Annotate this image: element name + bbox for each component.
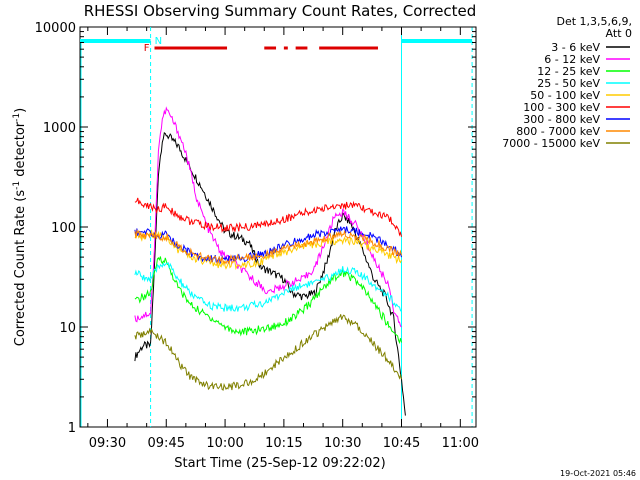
y-tick-label-4: 10000	[35, 21, 76, 36]
y-axis-label-exp2: -1	[12, 113, 22, 122]
chart-title: RHESSI Observing Summary Count Rates, Co…	[84, 2, 477, 20]
flare-flag-label: F	[144, 43, 150, 54]
x-tick-label-6: 11:00	[442, 436, 479, 451]
legend-label-8: 7000 - 15000 keV	[502, 137, 600, 150]
legend-label-4: 50 - 100 keV	[530, 89, 600, 102]
y-tick-label-0: 1	[68, 421, 76, 436]
series-line-3	[134, 261, 402, 312]
timestamp: 19-Oct-2021 05:46	[560, 469, 636, 478]
plot-area: FN	[80, 27, 473, 427]
x-tick-label-0: 09:30	[89, 436, 126, 451]
legend-label-6: 300 - 800 keV	[523, 113, 600, 126]
y-axis-label-exp1: -1	[12, 181, 22, 190]
legend-label-3: 25 - 50 keV	[537, 77, 600, 90]
x-tick-label-5: 10:45	[383, 436, 420, 451]
y-axis-label-end: )	[13, 108, 28, 113]
series-line-2	[134, 256, 402, 345]
legend-label-1: 6 - 12 keV	[544, 53, 600, 66]
legend-label-5: 100 - 300 keV	[523, 101, 600, 114]
night-flag-label: N	[155, 36, 162, 47]
series-line-0	[134, 132, 406, 416]
y-tick-label-2: 100	[51, 221, 76, 236]
series-line-5	[134, 197, 402, 237]
y-tick-label-1: 10	[59, 321, 76, 336]
legend-header-0: Det 1,3,5,6,9,	[556, 15, 632, 28]
legend-label-0: 3 - 6 keV	[551, 41, 600, 54]
x-tick-label-2: 10:00	[206, 436, 243, 451]
series-line-4	[134, 229, 402, 270]
y-axis-label-mid: detector	[13, 121, 28, 181]
y-axis-label: Corrected Count Rate (s-1 detector-1)	[12, 108, 28, 346]
x-tick-label-1: 09:45	[148, 436, 185, 451]
x-tick-label-3: 10:15	[265, 436, 302, 451]
axes: 09:30 09:45 10:00 10:15 10:30 10:45 11:00 1 10 10…	[35, 21, 479, 451]
plot-frame	[79, 26, 477, 428]
legend-label-7: 800 - 7000 keV	[516, 125, 600, 138]
series-line-8	[134, 314, 402, 391]
y-axis-label-main: Corrected Count Rate (s	[13, 190, 28, 347]
y-tick-label-3: 1000	[43, 121, 76, 136]
series-line-1	[134, 106, 402, 328]
x-tick-label-4: 10:30	[324, 436, 361, 451]
legend-header-1: Att 0	[606, 27, 632, 40]
series-line-7	[134, 229, 402, 265]
x-axis-label: Start Time (25-Sep-12 09:22:02)	[174, 456, 385, 471]
legend-label-2: 12 - 25 keV	[537, 65, 600, 78]
